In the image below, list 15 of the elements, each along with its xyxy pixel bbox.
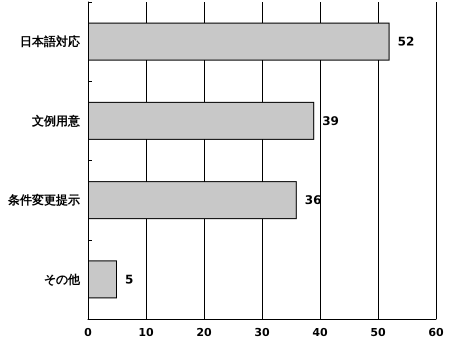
x-tick-label: 20 [196,326,212,339]
y-tick-label: 条件変更提示 [7,193,80,208]
y-tick-label: 日本語対応 [20,34,80,49]
x-tick-label: 40 [312,326,328,339]
data-label: 52 [398,34,414,49]
x-tick-label: 50 [370,326,386,339]
x-tick-label: 30 [254,326,270,339]
y-tick-label: 文例用意 [31,114,81,128]
data-label: 5 [125,272,134,286]
y-tick-label: その他 [44,272,81,286]
x-tick-label: 60 [428,326,444,339]
x-tick-label: 10 [138,326,154,339]
data-label: 36 [304,193,322,208]
x-tick-label: 0 [84,326,92,339]
data-label: 39 [322,114,339,128]
